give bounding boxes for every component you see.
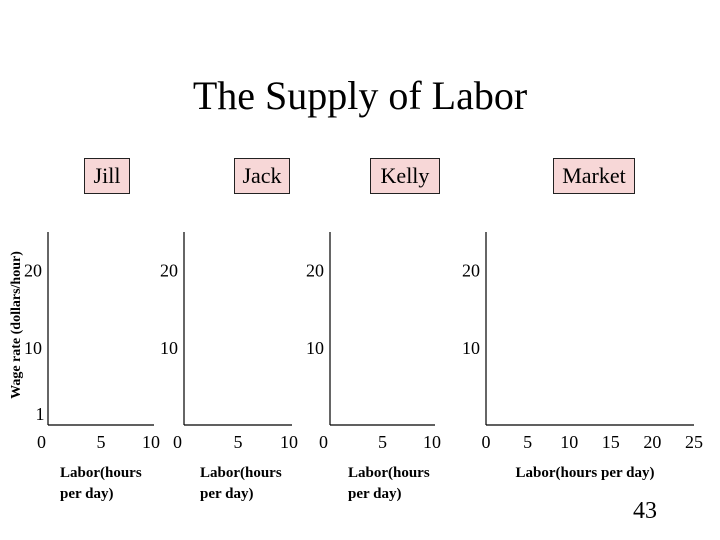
x-axis-title: Labor(hours [60, 465, 142, 481]
panel-label-kelly: Kelly [370, 158, 440, 194]
y-tick-label: 10 [160, 338, 178, 358]
x-tick-label: 20 [643, 432, 661, 452]
x-tick-label: 5 [523, 432, 532, 452]
x-axis-title: per day) [348, 486, 401, 502]
x-axis-title: per day) [200, 486, 253, 502]
x-axis-title: Labor(hours [348, 465, 430, 481]
x-tick-label: 5 [378, 432, 387, 452]
x-tick-label: 5 [234, 432, 243, 452]
panel-label-market: Market [553, 158, 635, 194]
x-tick-label: 25 [685, 432, 703, 452]
slide-number: 43 [633, 498, 657, 524]
x-axis-title: Labor(hours [200, 465, 282, 481]
x-tick-label: 10 [280, 432, 298, 452]
y-tick-label: 20 [24, 261, 42, 281]
x-axis-title: Labor(hours per day) [516, 465, 655, 481]
x-tick-label: 10 [423, 432, 441, 452]
slide-title: The Supply of Labor [192, 73, 528, 118]
y-tick-label: 20 [462, 261, 480, 281]
y-tick-label: 10 [462, 338, 480, 358]
panel-label-jack: Jack [234, 158, 290, 194]
x-tick-label: 10 [560, 432, 578, 452]
x-tick-label: 0 [482, 432, 491, 452]
y-tick-label: 10 [24, 338, 42, 358]
panel-label-jill: Jill [84, 158, 130, 194]
x-axis-title: per day) [60, 486, 113, 502]
y-tick-label: 20 [160, 261, 178, 281]
stray-tick-label: 1 [36, 404, 45, 424]
x-tick-label: 0 [37, 432, 46, 452]
x-tick-label: 5 [97, 432, 106, 452]
y-tick-label: 10 [306, 338, 324, 358]
x-tick-label: 0 [319, 432, 328, 452]
x-tick-label: 15 [602, 432, 620, 452]
x-tick-label: 10 [142, 432, 160, 452]
x-tick-label: 0 [173, 432, 182, 452]
y-tick-label: 20 [306, 261, 324, 281]
